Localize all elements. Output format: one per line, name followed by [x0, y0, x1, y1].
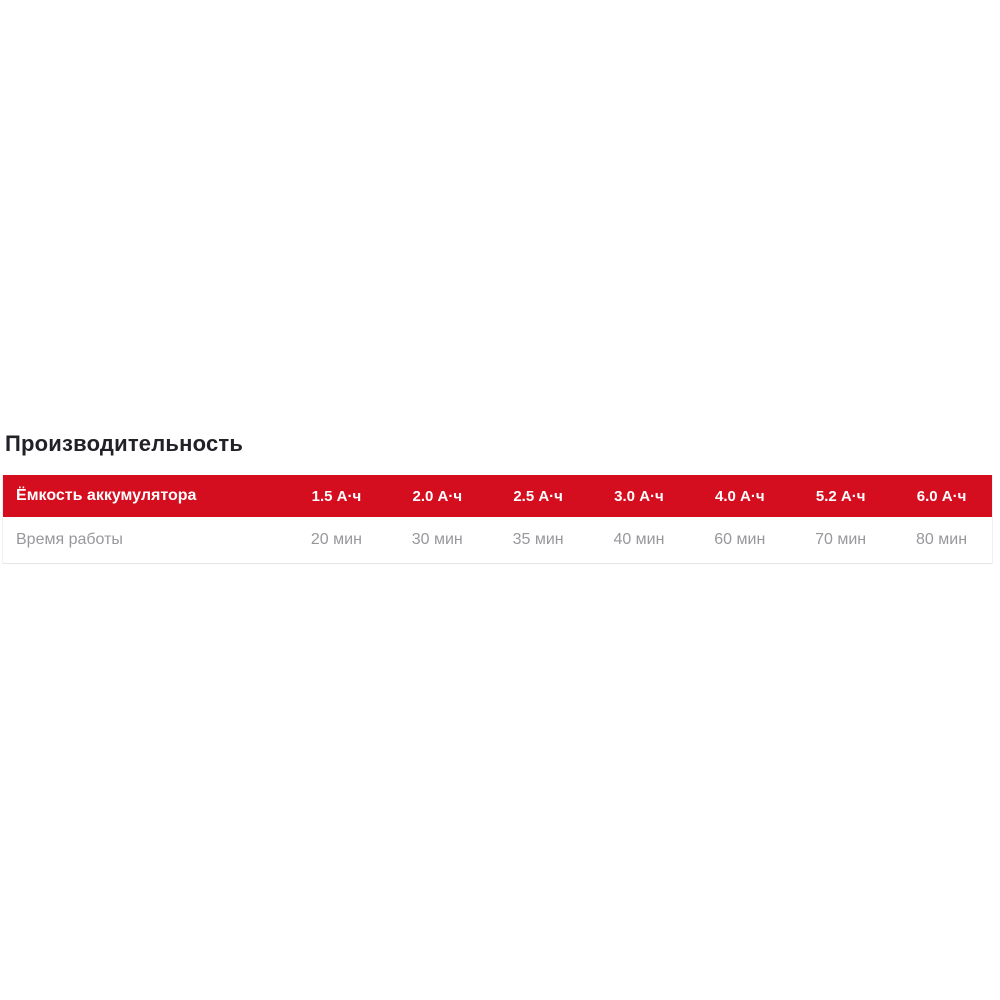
performance-table-container: Ёмкость аккумулятора 1.5 А·ч 2.0 А·ч 2.5… [2, 475, 993, 564]
row-label-cell: Время работы [3, 517, 286, 564]
runtime-value-7: 80 мин [891, 517, 992, 564]
table-row-runtime: Время работы 20 мин 30 мин 35 мин 40 мин… [3, 517, 992, 564]
performance-table: Ёмкость аккумулятора 1.5 А·ч 2.0 А·ч 2.5… [3, 475, 992, 564]
runtime-value-4: 40 мин [588, 517, 690, 564]
runtime-value-2: 30 мин [386, 517, 488, 564]
runtime-value-1: 20 мин [286, 517, 387, 564]
header-col-capacity-5: 4.0 А·ч [689, 475, 791, 517]
table-header-row: Ёмкость аккумулятора 1.5 А·ч 2.0 А·ч 2.5… [3, 475, 992, 517]
runtime-value-6: 70 мин [790, 517, 892, 564]
header-col-capacity-3: 2.5 А·ч [487, 475, 589, 517]
header-col-capacity-1: 1.5 А·ч [286, 475, 387, 517]
header-col-capacity-4: 3.0 А·ч [588, 475, 690, 517]
header-col-capacity-7: 6.0 А·ч [891, 475, 992, 517]
section-title: Производительность [5, 431, 244, 456]
header-col-capacity-2: 2.0 А·ч [386, 475, 488, 517]
runtime-value-5: 60 мин [689, 517, 791, 564]
header-col-capacity-6: 5.2 А·ч [790, 475, 892, 517]
header-label-cell: Ёмкость аккумулятора [3, 475, 286, 517]
runtime-value-3: 35 мин [487, 517, 589, 564]
